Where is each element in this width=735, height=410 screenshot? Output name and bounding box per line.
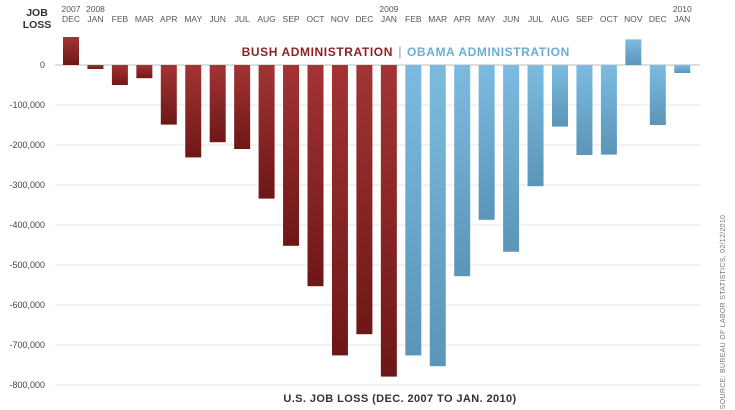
bar-obama-aug (552, 65, 568, 127)
y-tick-label: -500,000 (9, 260, 45, 270)
x-tick-label: AUG (257, 14, 275, 24)
x-tick-label: APR (453, 14, 470, 24)
y-tick-label: -400,000 (9, 220, 45, 230)
x-tick-label: JAN (381, 14, 397, 24)
legend-obama-administration: OBAMA ADMINISTRATION (407, 45, 570, 59)
bar-bush-feb (111, 65, 128, 85)
bar-obama-oct (600, 65, 617, 155)
x-tick-label: DEC (355, 14, 373, 24)
x-tick-label: NOV (331, 14, 350, 24)
x-tick-label: OCT (600, 14, 618, 24)
bar-obama-mar (429, 65, 446, 367)
x-tick-label: MAR (428, 14, 447, 24)
x-tick-label: SEP (576, 14, 593, 24)
bar-bush-may (185, 65, 202, 158)
y-tick-label: -700,000 (9, 340, 45, 350)
bar-bush-jan (380, 65, 397, 377)
bar-obama-jan (674, 65, 691, 73)
x-year-label: 2008 (86, 4, 105, 14)
chart-title: U.S. JOB LOSS (DEC. 2007 TO JAN. 2010) (283, 393, 516, 405)
x-tick-label: DEC (62, 14, 80, 24)
x-tick-label: SEP (283, 14, 300, 24)
x-tick-label: JAN (87, 14, 103, 24)
y-tick-label: -800,000 (9, 380, 45, 390)
x-tick-label: JAN (674, 14, 690, 24)
bar-bush-nov (331, 65, 348, 356)
x-year-label: 2007 (62, 4, 81, 14)
x-year-label: 2009 (379, 4, 398, 14)
x-tick-label: APR (160, 14, 177, 24)
bar-bush-apr (160, 65, 177, 125)
bar-obama-apr (454, 65, 471, 277)
x-tick-label: JUN (209, 14, 226, 24)
x-tick-label: FEB (112, 14, 129, 24)
x-tick-label: JUN (503, 14, 520, 24)
y-axis-label-line2: LOSS (23, 19, 52, 31)
y-axis-label-line1: JOB (26, 7, 48, 19)
y-tick-label: -200,000 (9, 140, 45, 150)
bar-bush-sep (283, 65, 300, 246)
bar-obama-sep (576, 65, 593, 155)
bar-obama-may (478, 65, 495, 220)
bar-obama-feb (405, 65, 422, 356)
bar-bush-mar (136, 65, 153, 79)
bars (63, 37, 691, 377)
y-tick-label: -100,000 (9, 100, 45, 110)
y-tick-label: -600,000 (9, 300, 45, 310)
legend-separator: | (398, 44, 401, 59)
bar-bush-aug (258, 65, 275, 199)
x-tick-label: FEB (405, 14, 422, 24)
x-tick-label: MAY (478, 14, 496, 24)
source-note: SOURCE: BUREAU OF LABOR STATISTICS, 02/1… (720, 215, 727, 409)
x-tick-label: AUG (551, 14, 569, 24)
legend-bush-administration: BUSH ADMINISTRATION (242, 45, 393, 59)
bar-bush-jun (209, 65, 226, 143)
x-tick-label: DEC (649, 14, 667, 24)
y-tick-label: 0 (40, 60, 45, 70)
x-tick-label: MAY (184, 14, 202, 24)
bar-obama-jun (503, 65, 520, 252)
x-tick-label: NOV (624, 14, 643, 24)
x-tick-label: JUL (528, 14, 543, 24)
bar-bush-jan (87, 65, 104, 69)
bar-obama-dec (649, 65, 666, 125)
bar-obama-jul (527, 65, 544, 187)
x-tick-label: MAR (135, 14, 154, 24)
bar-bush-jul (234, 65, 251, 149)
bar-obama-nov (625, 39, 642, 65)
y-tick-label: -300,000 (9, 180, 45, 190)
x-tick-label: JUL (235, 14, 250, 24)
bar-bush-dec (63, 37, 79, 65)
y-tick-labels: 0 -100,000 -200,000 -300,000 -400,000 -500,00… (9, 60, 45, 390)
bar-bush-oct (307, 65, 324, 287)
x-tick-label: OCT (307, 14, 325, 24)
x-year-label: 2010 (673, 4, 692, 14)
bar-bush-dec (356, 65, 373, 335)
